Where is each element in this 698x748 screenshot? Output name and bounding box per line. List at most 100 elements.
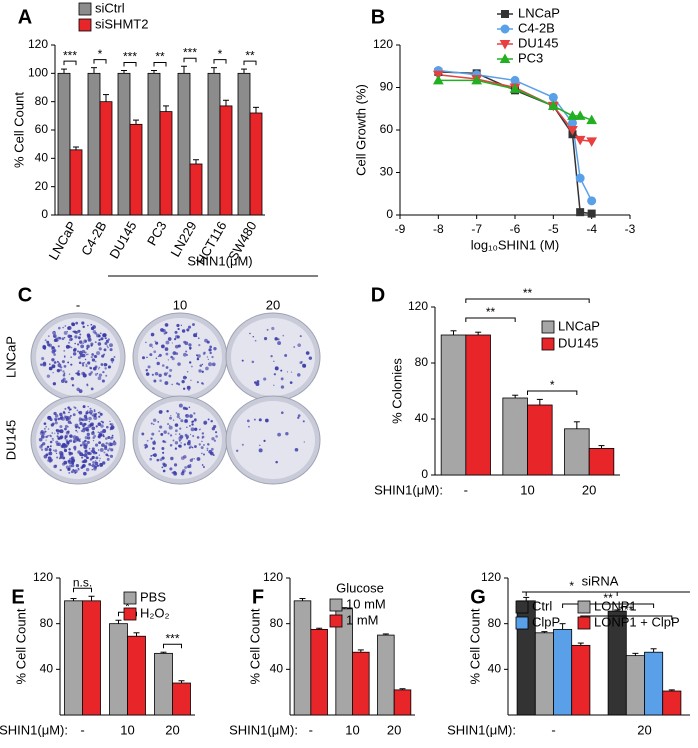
colony	[151, 346, 154, 349]
colony	[180, 471, 185, 476]
colony	[177, 362, 181, 366]
colony	[194, 445, 197, 448]
colony	[68, 448, 71, 451]
colony	[92, 439, 95, 442]
x-axis-label: SHIN1(μM):	[447, 722, 516, 737]
colony	[199, 428, 201, 430]
colony	[70, 376, 75, 381]
colony	[80, 344, 85, 349]
colony	[59, 366, 61, 368]
colony	[109, 436, 113, 440]
colony	[289, 381, 293, 384]
colony	[177, 412, 180, 416]
x-tick-label: -8	[433, 222, 444, 236]
colony	[77, 350, 80, 353]
colony	[160, 410, 163, 413]
x-tick-label: PC3	[144, 219, 170, 248]
x-tick-label: 10	[345, 722, 359, 737]
colony	[196, 332, 198, 334]
panel-label: B	[371, 6, 385, 28]
colony	[90, 457, 93, 461]
colony	[277, 338, 280, 341]
bar	[393, 689, 412, 716]
colony	[70, 346, 73, 349]
panel-label: E	[11, 586, 24, 608]
colony	[59, 457, 61, 460]
colony	[104, 337, 107, 340]
colony	[198, 369, 202, 373]
colony	[273, 360, 275, 363]
colony	[68, 373, 71, 375]
colony	[103, 348, 107, 352]
image-title: SHIN1(μM)	[187, 253, 252, 268]
colony	[181, 329, 186, 333]
colony	[88, 420, 90, 423]
colony	[145, 372, 150, 376]
colony	[88, 372, 92, 376]
colony	[249, 332, 251, 335]
colony	[78, 426, 81, 429]
colony	[63, 372, 66, 375]
x-tick-label: -	[551, 722, 555, 737]
colony	[88, 447, 91, 450]
colony	[42, 431, 46, 436]
significance-bracket	[243, 60, 257, 66]
colony	[153, 423, 155, 425]
marker	[574, 110, 586, 120]
colony	[98, 431, 101, 434]
legend-swatch	[329, 614, 343, 628]
colony	[46, 374, 51, 378]
colony	[82, 325, 85, 329]
colony	[108, 447, 111, 450]
colony	[46, 445, 50, 449]
significance-bracket	[527, 390, 578, 395]
colony	[266, 328, 269, 331]
colony	[88, 416, 92, 421]
colony	[157, 355, 160, 358]
bar	[662, 690, 682, 716]
colony	[169, 443, 173, 447]
colony	[254, 339, 257, 342]
colony	[100, 421, 102, 423]
colony	[67, 326, 70, 329]
colony	[45, 425, 47, 428]
colony	[192, 323, 195, 326]
colony	[69, 408, 72, 411]
y-axis-label: Cell Growth (%)	[353, 84, 368, 176]
colony	[84, 450, 88, 455]
colony	[95, 425, 98, 428]
colony	[84, 358, 87, 361]
colony	[305, 351, 310, 355]
bar	[99, 101, 113, 216]
plate	[225, 395, 321, 485]
colony	[81, 349, 86, 354]
colony	[78, 417, 82, 421]
significance-label: **	[155, 50, 165, 64]
colony	[94, 365, 98, 369]
colony	[96, 333, 100, 338]
colony	[77, 343, 80, 346]
colony	[44, 339, 47, 342]
colony	[176, 382, 179, 385]
colony	[85, 363, 87, 365]
colony	[67, 420, 72, 424]
colony	[86, 353, 89, 356]
y-tick-label: 60	[380, 122, 394, 136]
colony	[92, 330, 97, 334]
colony	[274, 337, 278, 341]
colony	[64, 325, 67, 327]
colony	[161, 364, 165, 367]
colony	[79, 330, 81, 332]
colony	[145, 443, 148, 446]
colony	[51, 364, 56, 369]
colony	[94, 461, 99, 465]
colony	[173, 338, 177, 341]
colony	[73, 330, 77, 334]
colony	[169, 467, 173, 471]
bar	[564, 428, 590, 476]
plate	[132, 312, 228, 402]
bar	[465, 334, 491, 476]
colony	[178, 444, 182, 448]
colony	[70, 363, 73, 366]
colony	[86, 456, 90, 460]
